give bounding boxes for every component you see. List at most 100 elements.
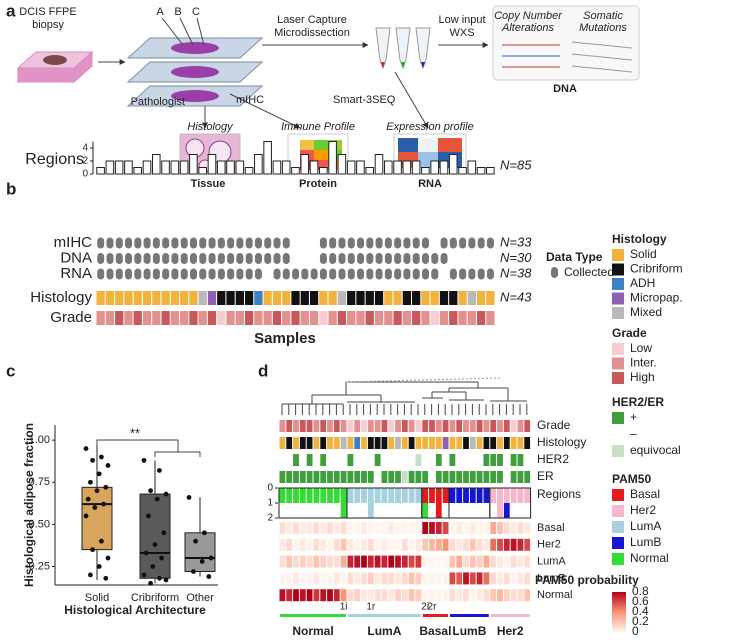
cell	[524, 437, 531, 449]
sample-label: 2r	[428, 602, 438, 613]
collected-pill	[468, 237, 476, 249]
panel-label: a	[6, 1, 16, 20]
cell	[388, 471, 395, 483]
y-tick-label: 0.25	[29, 560, 50, 572]
legend-label: Inter.	[630, 356, 657, 370]
heat-cell	[293, 589, 299, 602]
cell	[435, 454, 442, 466]
legend-swatch	[612, 428, 624, 441]
heat-cell	[497, 555, 503, 568]
heat-cell	[361, 522, 367, 534]
box	[184, 532, 216, 573]
bar	[374, 154, 384, 175]
bar	[235, 160, 245, 175]
cell	[401, 471, 408, 483]
cell	[189, 291, 198, 305]
point	[206, 574, 212, 579]
heat-cell	[469, 589, 476, 602]
bar	[281, 160, 291, 175]
heat-cell	[279, 538, 286, 551]
label: Low input	[438, 14, 485, 26]
cluster-bar	[280, 614, 346, 617]
heat-cell	[463, 555, 469, 568]
region	[395, 488, 401, 503]
heat-cell	[388, 522, 395, 534]
point	[94, 488, 100, 494]
cell	[115, 291, 124, 305]
y-tick-label: 1	[267, 498, 273, 509]
tubes	[375, 27, 431, 70]
cell	[463, 437, 469, 449]
cell	[497, 420, 503, 432]
legend-swatch	[612, 343, 624, 355]
collected-pill	[134, 268, 142, 280]
legend-label: Cribriform	[630, 262, 683, 276]
collected-pill	[338, 237, 346, 249]
collected-pill	[319, 253, 327, 264]
heat-cell	[388, 589, 395, 602]
cell	[327, 420, 333, 432]
cell	[180, 311, 189, 325]
cell	[442, 437, 449, 449]
slide-label: A	[156, 6, 164, 18]
heat-cell	[456, 572, 463, 585]
row-label: Regions	[25, 151, 84, 168]
heat-cell	[395, 555, 401, 568]
heat-cell	[429, 572, 435, 585]
heat-cell	[429, 522, 435, 534]
cell	[483, 471, 490, 483]
heat-cell	[408, 538, 415, 551]
cell	[361, 471, 367, 483]
heat-cell	[401, 538, 408, 551]
label: Somatic	[583, 10, 623, 22]
cluster-bar	[348, 614, 421, 617]
region	[347, 488, 354, 503]
cell	[374, 420, 381, 432]
cell	[279, 437, 286, 449]
cell	[313, 437, 320, 449]
legend-label: Solid	[630, 247, 657, 261]
region	[381, 488, 388, 503]
x-tick-label: Solid	[85, 592, 109, 604]
heat-cell	[313, 572, 320, 585]
cell	[300, 311, 309, 325]
collected-pill	[273, 268, 281, 280]
label: Expression profile	[386, 121, 473, 133]
cell	[279, 471, 286, 483]
cell	[429, 437, 435, 449]
heat-cell	[320, 589, 327, 602]
collected-pill	[329, 237, 337, 249]
cell	[401, 420, 408, 432]
heat-cell	[401, 522, 408, 534]
colorbar-label: 0.2	[632, 614, 649, 628]
cell	[347, 291, 356, 305]
cell	[320, 454, 327, 466]
cell	[381, 437, 388, 449]
cell	[291, 311, 300, 325]
point	[193, 538, 199, 544]
panel-label: d	[258, 361, 268, 380]
cell	[395, 420, 401, 432]
collected-pill	[329, 268, 337, 280]
cell	[422, 420, 429, 432]
point	[96, 471, 102, 477]
cell	[463, 420, 469, 432]
heat-cell	[449, 555, 456, 568]
collected-pill	[319, 268, 327, 280]
cell	[286, 471, 293, 483]
heat-cell	[401, 555, 408, 568]
region	[340, 488, 347, 503]
heat-cell	[463, 572, 469, 585]
heat-cell	[361, 538, 367, 551]
collected-pill	[273, 237, 281, 249]
cell	[320, 420, 327, 432]
heat-cell	[361, 555, 367, 568]
heat-cell	[333, 522, 340, 534]
heat-cell	[354, 522, 361, 534]
heat-cell	[483, 589, 490, 602]
label: DCIS FFPE	[19, 6, 76, 18]
cell	[105, 311, 115, 325]
x-tick-label: Other	[186, 592, 214, 604]
heat-cell	[517, 589, 524, 602]
cell	[449, 420, 456, 432]
